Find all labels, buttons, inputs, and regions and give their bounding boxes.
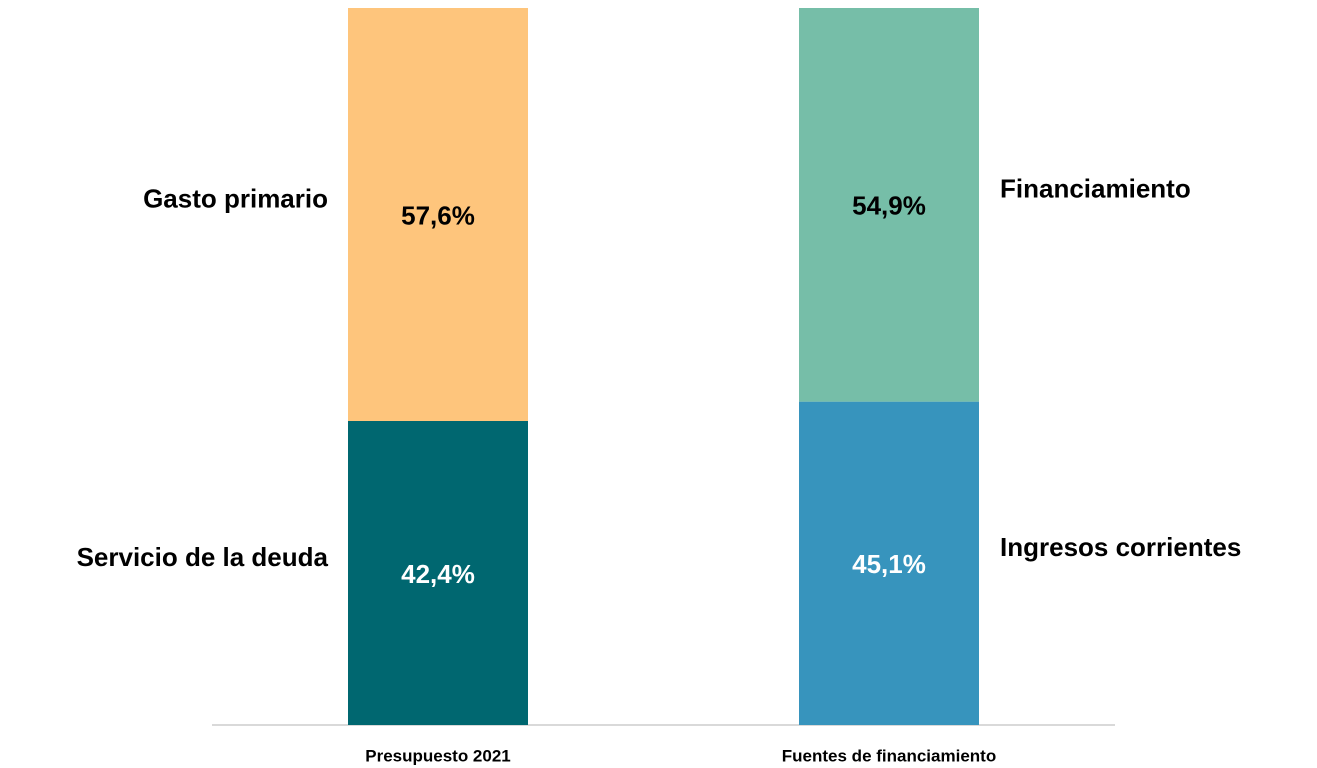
segment-label: Ingresos corrientes	[1000, 532, 1241, 562]
bar-segment	[799, 8, 979, 402]
data-label: 45,1%	[852, 549, 926, 579]
segment-label: Servicio de la deuda	[77, 542, 329, 572]
bar-segment	[348, 8, 528, 421]
segment-label: Gasto primario	[143, 183, 328, 213]
data-label: 42,4%	[401, 559, 475, 589]
data-label: 54,9%	[852, 191, 926, 221]
bar-segment	[799, 401, 979, 725]
data-label: 57,6%	[401, 200, 475, 230]
x-tick-label: Fuentes de financiamiento	[782, 746, 996, 765]
segment-label: Financiamiento	[1000, 174, 1191, 204]
bar-segment	[348, 420, 528, 725]
x-tick-label: Presupuesto 2021	[365, 746, 511, 765]
